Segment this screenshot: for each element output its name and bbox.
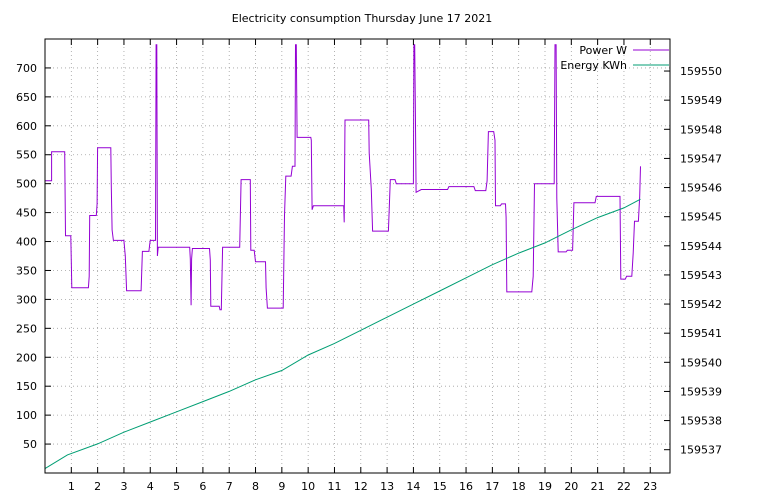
chart-ticks: 1 2 3 4 5 6 7 8 9 10 11 12 13 14 15 16 17 18 19 20 21 22 23501… bbox=[16, 39, 722, 493]
y-tick-label: 450 bbox=[16, 207, 37, 220]
y-tick-label: 300 bbox=[16, 293, 37, 306]
x-tick-label: 18 bbox=[512, 480, 526, 493]
y-tick-label: 200 bbox=[16, 351, 37, 364]
x-tick-label: 9 bbox=[278, 480, 285, 493]
y-tick-label: 600 bbox=[16, 120, 37, 133]
plot-frame bbox=[44, 38, 671, 474]
y2-tick-label: 159548 bbox=[680, 123, 722, 136]
y2-tick-label: 159545 bbox=[680, 211, 722, 224]
x-tick-label: 6 bbox=[199, 480, 206, 493]
chart-series bbox=[44, 44, 641, 470]
y2-tick-label: 159540 bbox=[680, 356, 722, 369]
legend-label: Power W bbox=[579, 44, 627, 57]
y-tick-label: 150 bbox=[16, 380, 37, 393]
y2-tick-label: 159544 bbox=[680, 240, 722, 253]
chart-title: Electricity consumption Thursday June 17… bbox=[232, 12, 492, 25]
y-tick-label: 650 bbox=[16, 91, 37, 104]
y2-tick-label: 159546 bbox=[680, 182, 722, 195]
y-tick-label: 50 bbox=[23, 438, 37, 451]
x-tick-label: 4 bbox=[147, 480, 154, 493]
chart-grid bbox=[45, 39, 670, 473]
y-tick-label: 700 bbox=[16, 62, 37, 75]
x-tick-label: 21 bbox=[591, 480, 605, 493]
x-tick-label: 10 bbox=[301, 480, 315, 493]
x-tick-label: 2 bbox=[94, 480, 101, 493]
x-tick-label: 5 bbox=[173, 480, 180, 493]
y2-tick-label: 159549 bbox=[680, 94, 722, 107]
y-tick-label: 500 bbox=[16, 178, 37, 191]
x-tick-label: 3 bbox=[120, 480, 127, 493]
y2-tick-label: 159539 bbox=[680, 385, 722, 398]
x-tick-label: 23 bbox=[643, 480, 657, 493]
x-tick-label: 12 bbox=[354, 480, 368, 493]
x-tick-label: 19 bbox=[538, 480, 552, 493]
y-tick-label: 550 bbox=[16, 149, 37, 162]
energy-series-line bbox=[44, 198, 641, 470]
y2-tick-label: 159543 bbox=[680, 269, 722, 282]
y2-tick-label: 159537 bbox=[680, 444, 722, 457]
x-tick-label: 1 bbox=[68, 480, 75, 493]
y2-tick-label: 159541 bbox=[680, 327, 722, 340]
y2-tick-label: 159542 bbox=[680, 298, 722, 311]
x-tick-label: 20 bbox=[564, 480, 578, 493]
power-series-line bbox=[45, 44, 641, 311]
y2-tick-label: 159538 bbox=[680, 415, 722, 428]
x-tick-label: 8 bbox=[252, 480, 259, 493]
y-tick-label: 250 bbox=[16, 322, 37, 335]
y2-tick-label: 159547 bbox=[680, 152, 722, 165]
x-tick-label: 11 bbox=[327, 480, 341, 493]
y-tick-label: 350 bbox=[16, 264, 37, 277]
x-tick-label: 17 bbox=[485, 480, 499, 493]
y-tick-label: 100 bbox=[16, 409, 37, 422]
x-tick-label: 13 bbox=[380, 480, 394, 493]
x-tick-label: 22 bbox=[617, 480, 631, 493]
x-tick-label: 14 bbox=[406, 480, 420, 493]
y-tick-label: 400 bbox=[16, 236, 37, 249]
x-tick-label: 15 bbox=[433, 480, 447, 493]
x-tick-label: 7 bbox=[226, 480, 233, 493]
y2-tick-label: 159550 bbox=[680, 65, 722, 78]
x-tick-label: 16 bbox=[459, 480, 473, 493]
legend-label: Energy KWh bbox=[560, 59, 627, 72]
chart-legend: Power W Energy KWh bbox=[560, 44, 669, 72]
